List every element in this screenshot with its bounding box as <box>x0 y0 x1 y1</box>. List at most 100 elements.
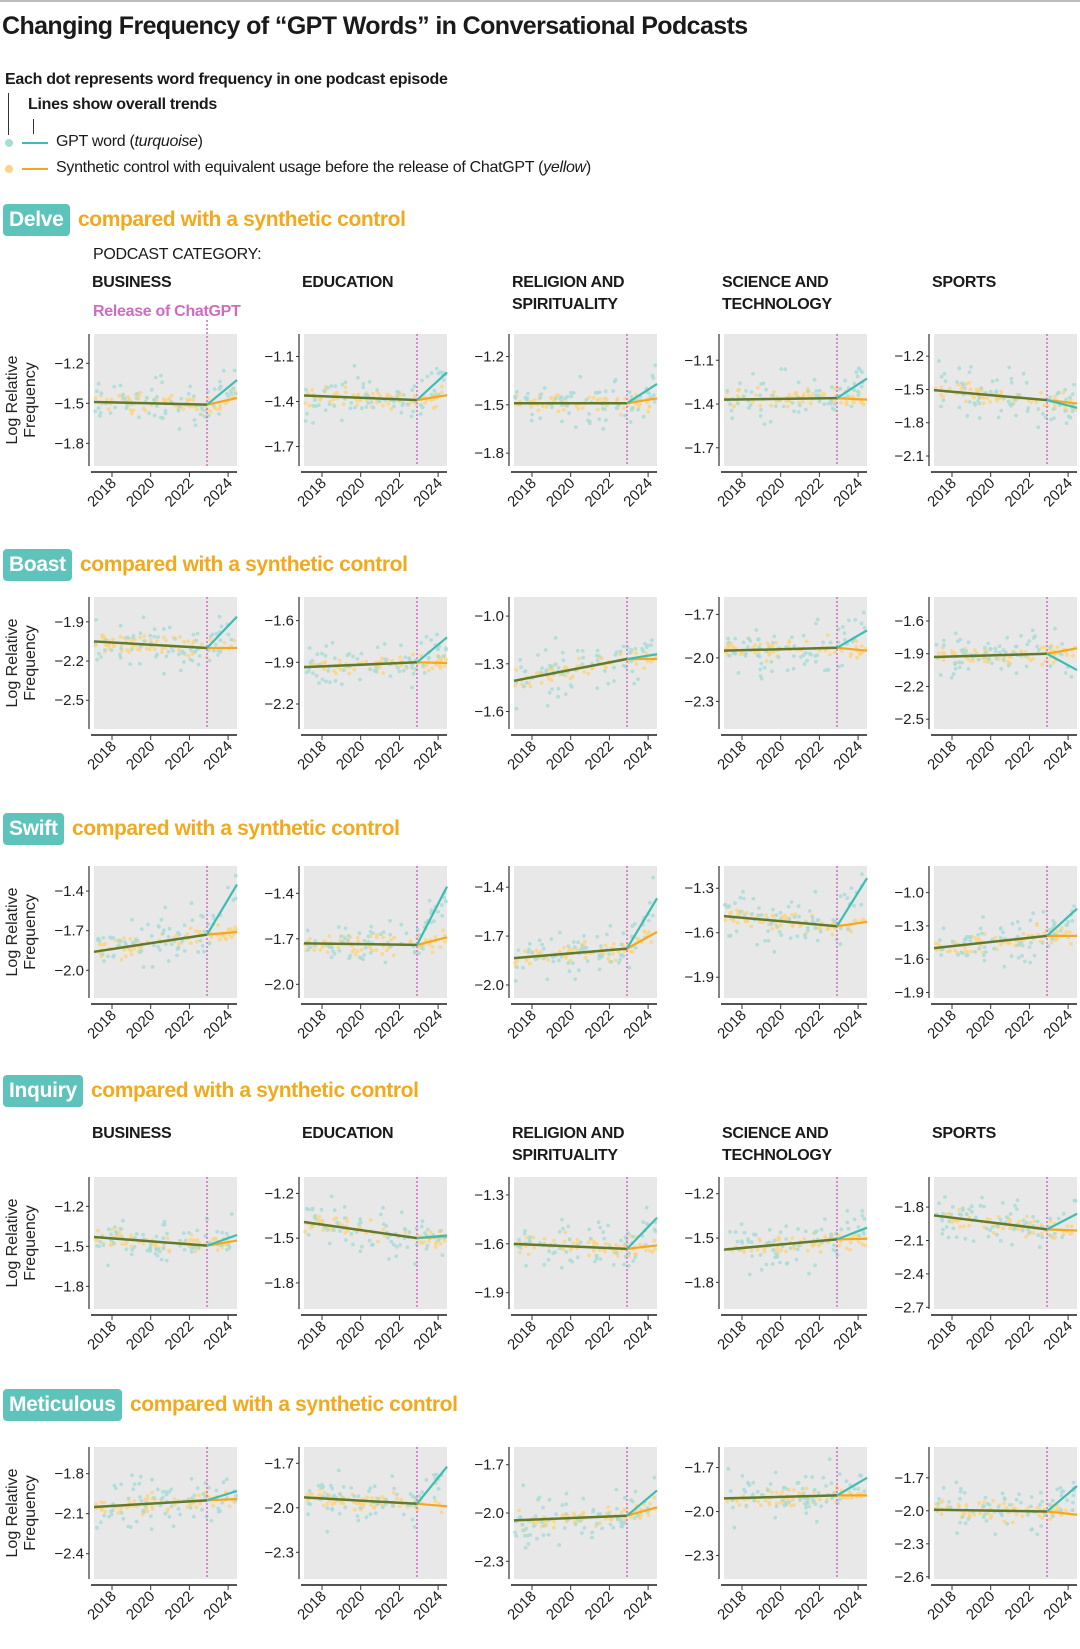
control-dot <box>334 1216 339 1220</box>
control-dot <box>1031 657 1035 661</box>
x-tick-label: 2018 <box>714 1007 750 1043</box>
gpt-dot <box>1018 941 1022 945</box>
gpt-dot <box>161 1489 166 1494</box>
x-tick-label: 2024 <box>1040 1588 1076 1624</box>
gpt-dot <box>556 686 561 691</box>
control-dot <box>616 1254 620 1258</box>
gpt-dot <box>792 409 796 414</box>
gpt-dot <box>130 917 134 922</box>
control-dot <box>321 1503 326 1508</box>
control-dot <box>546 958 551 962</box>
gpt-dot <box>177 404 182 409</box>
gpt-dot <box>201 1492 206 1496</box>
gpt-dot <box>182 949 187 953</box>
gpt-dot <box>595 1254 599 1258</box>
gpt-dot <box>802 662 807 666</box>
gpt-dot <box>97 939 102 943</box>
control-dot <box>188 397 192 402</box>
gpt-dot <box>321 1484 325 1489</box>
y-tick-label: −1.7 <box>264 1455 294 1472</box>
gpt-dot <box>800 1486 805 1491</box>
control-dot <box>982 932 987 936</box>
pre-release-trend-line <box>513 1242 628 1251</box>
x-tick-label: 2018 <box>84 1318 120 1354</box>
control-dot <box>981 396 986 400</box>
pre-release-trend-line <box>303 1220 418 1240</box>
gpt-dot <box>1048 1216 1053 1221</box>
gpt-dot <box>163 905 168 910</box>
gpt-dot <box>947 1500 951 1504</box>
gpt-dot <box>765 1488 770 1493</box>
gpt-dot <box>432 1495 437 1500</box>
control-dot <box>335 390 340 395</box>
gpt-dot <box>1065 1498 1069 1503</box>
gpt-dot <box>982 1204 986 1209</box>
control-dot <box>105 397 109 402</box>
control-dot <box>810 1244 815 1248</box>
gpt-dot <box>167 926 172 931</box>
gpt-dot <box>527 1238 532 1243</box>
gpt-dot <box>852 388 857 392</box>
gpt-dot <box>812 377 817 382</box>
gpt-dot <box>768 1482 773 1486</box>
control-dot <box>947 386 952 391</box>
x-tick-label: 2018 <box>714 475 750 511</box>
control-trend-line <box>206 930 238 936</box>
control-dot <box>818 1250 823 1254</box>
control-dot <box>423 938 428 942</box>
gpt-dot <box>730 416 735 421</box>
control-dot <box>778 923 783 928</box>
gpt-dot <box>333 384 338 389</box>
control-dot <box>351 393 356 397</box>
gpt-dot <box>98 410 103 415</box>
gpt-dot <box>651 875 655 880</box>
x-tick-label: 2022 <box>372 738 408 774</box>
x-tick-label: 2024 <box>830 738 866 774</box>
gpt-dot <box>564 1512 569 1516</box>
control-dot <box>995 399 999 403</box>
gpt-dot <box>567 969 572 974</box>
gpt-dot <box>188 657 193 662</box>
gpt-dot <box>620 1524 625 1529</box>
gpt-dot <box>129 1252 134 1257</box>
gpt-dot <box>733 651 737 656</box>
gpt-dot <box>368 1512 373 1517</box>
control-dot <box>327 934 332 938</box>
gpt-dot <box>513 979 518 983</box>
gpt-dot <box>378 932 383 937</box>
control-dot <box>381 671 386 676</box>
control-dot <box>587 1253 592 1258</box>
gpt-dot <box>158 1503 163 1508</box>
gpt-dot <box>981 1504 985 1508</box>
control-dot <box>439 390 444 395</box>
gpt-dot <box>1014 1207 1019 1211</box>
plot-background <box>934 866 1077 998</box>
control-dot <box>392 935 397 940</box>
gpt-dot <box>441 654 446 659</box>
gpt-dot <box>521 965 525 970</box>
gpt-dot <box>809 652 813 657</box>
gpt-dot <box>1039 1490 1043 1495</box>
gpt-dot <box>596 1220 601 1225</box>
gpt-dot <box>418 412 423 416</box>
gpt-dot <box>549 937 554 941</box>
gpt-dot <box>827 1457 832 1462</box>
gpt-dot <box>308 660 313 665</box>
gpt-dot <box>536 653 540 657</box>
control-dot <box>307 937 312 941</box>
gpt-dot <box>1030 628 1035 633</box>
control-dot <box>606 1505 611 1509</box>
y-tick-label: −2.5 <box>54 692 84 709</box>
gpt-dot <box>150 965 155 969</box>
gpt-dot <box>964 953 969 958</box>
control-trend-line <box>1046 1510 1078 1516</box>
control-dot <box>178 634 182 639</box>
comparison-label: compared with a synthetic control <box>78 208 406 231</box>
control-dot <box>986 1511 990 1516</box>
gpt-dot <box>805 1500 810 1505</box>
control-dot <box>305 1493 310 1497</box>
control-dot <box>638 402 642 406</box>
control-dot <box>129 1233 134 1237</box>
